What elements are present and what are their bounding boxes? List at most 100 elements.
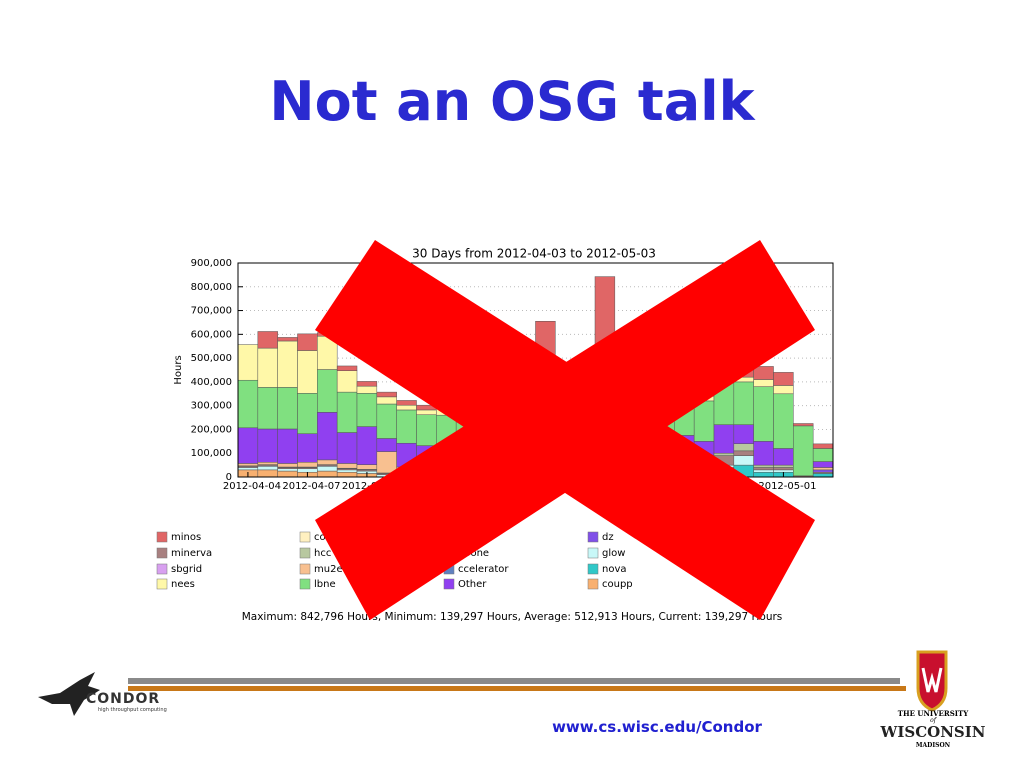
bar-segment [376, 438, 397, 452]
university-line: MADISON [916, 742, 951, 749]
y-tick-label: 100,000 [191, 448, 232, 459]
bar-segment [336, 391, 358, 433]
bar-segment [773, 385, 794, 395]
chart-summary: Maximum: 842,796 Hours, Minimum: 139,297… [242, 611, 783, 623]
legend-label: boone [458, 548, 489, 559]
bar-segment [713, 452, 735, 456]
bar-segment [356, 426, 378, 465]
bar-segment [356, 385, 378, 394]
bar-segment [277, 337, 298, 342]
legend-label: minerva [171, 548, 212, 559]
slide-title: Not an OSG talk [269, 70, 755, 133]
legend-label: coupp [602, 579, 633, 590]
bar-segment [753, 379, 774, 387]
y-tick-label: 700,000 [191, 306, 232, 317]
bar-segment [237, 467, 259, 471]
bar-segment [277, 468, 298, 472]
legend-swatch [156, 531, 168, 543]
bar-segment [793, 425, 814, 477]
bar-segment [297, 393, 318, 434]
red-cross [315, 240, 815, 620]
bar-segment [257, 428, 278, 463]
footer-url: www.cs.wisc.edu/Condor [552, 718, 762, 736]
bar-segment [336, 370, 358, 393]
bar-segment [773, 372, 794, 386]
bar-segment [336, 469, 358, 473]
bar-segment [317, 466, 338, 472]
bar-segment [733, 381, 754, 425]
legend-label: Other [458, 579, 487, 590]
bar-segment [773, 467, 794, 471]
bar-segment [277, 470, 298, 478]
legend-swatch [443, 578, 455, 590]
y-tick-label: 500,000 [191, 353, 232, 364]
bar-segment [416, 414, 437, 446]
bar-segment [237, 344, 259, 381]
legend-label: minos [171, 532, 201, 543]
bar-segment [753, 386, 774, 442]
legend-label: mu2e [314, 564, 343, 575]
bar-segment [773, 464, 794, 468]
bar-segment [753, 464, 774, 468]
condor-logo: CONDOR high throughput computing [38, 672, 167, 716]
bar-segment [356, 381, 378, 387]
legend-label: ccelerator [458, 564, 509, 575]
bar-segment [773, 393, 794, 449]
bar-segment [733, 450, 754, 456]
condor-tagline: high throughput computing [98, 707, 167, 713]
bar-segment [376, 451, 397, 474]
legend-swatch [587, 531, 599, 543]
bar-segment [793, 423, 814, 427]
bar-segment [733, 455, 754, 466]
y-tick-label: 400,000 [191, 377, 232, 388]
bar-segment [812, 469, 834, 473]
bar-segment [356, 393, 378, 427]
university-line: THE UNIVERSITY [898, 709, 969, 718]
bar-segment [297, 468, 318, 473]
bar-segment [297, 333, 318, 351]
footer-line [128, 686, 906, 691]
condor-name: CONDOR [86, 691, 160, 707]
bar-segment [336, 463, 358, 469]
university-logo: THE UNIVERSITY of WISCONSIN MADISON [880, 650, 986, 749]
bar-segment [396, 404, 417, 411]
x-tick-label: 2012-04-04 [223, 481, 281, 492]
bar-segment [356, 464, 378, 470]
bar-segment [297, 462, 318, 468]
bar-segment [693, 400, 715, 442]
legend-label: glow [602, 548, 625, 559]
legend-swatch [156, 563, 168, 575]
legend-label: co [314, 532, 326, 543]
university-line: of [930, 717, 938, 724]
y-tick-label: 600,000 [191, 329, 232, 340]
legend-swatch [587, 563, 599, 575]
y-tick-label: 0 [226, 472, 232, 483]
bar-segment [237, 379, 259, 429]
bar-segment [257, 469, 278, 478]
bar-segment [317, 369, 338, 413]
bar-segment [733, 424, 754, 444]
legend-label: nees [171, 579, 195, 590]
legend-swatch [299, 531, 311, 543]
bar-segment [416, 409, 437, 415]
footer-line [128, 678, 900, 684]
bar-segment [297, 433, 318, 463]
bar-segment [376, 403, 397, 439]
bar-segment [753, 471, 774, 478]
bar-segment [257, 466, 278, 471]
bar-segment [317, 412, 338, 461]
bar-segment [812, 448, 834, 462]
bar-segment [376, 396, 397, 405]
bar-segment [753, 469, 774, 473]
y-tick-label: 200,000 [191, 424, 232, 435]
bar-segment [753, 467, 774, 471]
bar-segment [237, 427, 259, 464]
x-tick-label: 2012-04-07 [282, 481, 340, 492]
footer-bar [128, 678, 906, 691]
chart-title: 30 Days from 2012-04-03 to 2012-05-03 [412, 247, 656, 261]
bar-segment [257, 347, 278, 388]
y-tick-label: 900,000 [191, 258, 232, 269]
bar-segment [277, 428, 298, 464]
bar-segment [317, 459, 338, 465]
legend-label: nova [602, 564, 627, 575]
